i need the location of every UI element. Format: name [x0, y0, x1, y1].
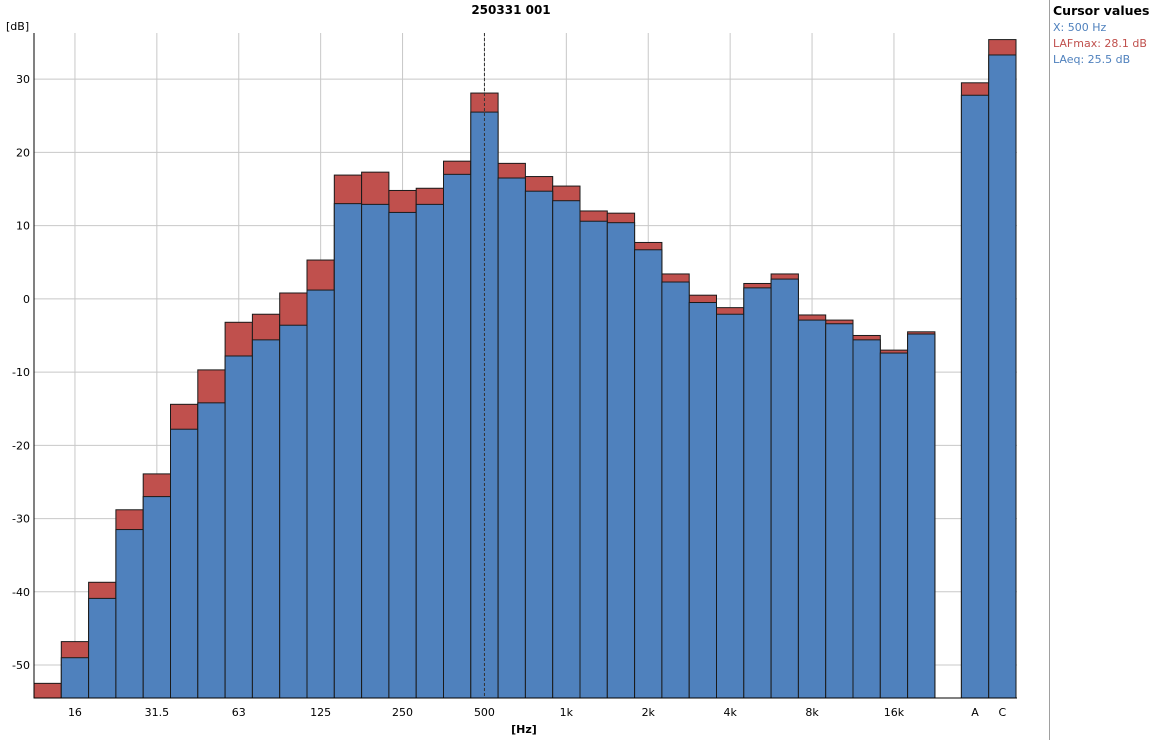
y-axis-label: [dB] — [6, 20, 29, 33]
laeq-bar-3.15k — [688, 302, 718, 699]
y-tick-label: 0 — [23, 293, 30, 306]
x-tick-label: A — [971, 706, 979, 719]
laeq-bar-4k — [716, 313, 745, 699]
y-axis-ticks: 30 20 10 0 -10 -20 -30 -40 -50 — [12, 73, 30, 672]
y-tick-label: 30 — [16, 73, 30, 86]
laeq-bar-315 — [415, 203, 445, 699]
laeq-bar-12.5k — [852, 339, 881, 699]
laeq-bar-400 — [443, 173, 472, 699]
cursor-laeq-value: LAeq: 25.5 dB — [1053, 53, 1131, 66]
x-axis-label: [Hz] — [511, 723, 537, 736]
x-tick-label: 500 — [474, 706, 495, 719]
y-tick-label: -50 — [12, 659, 30, 672]
cursor-lafmax-value: LAFmax: 28.1 dB — [1053, 37, 1147, 50]
laeq-bar-16 — [60, 657, 90, 699]
bar-series — [33, 39, 1017, 699]
laeq-bar-31.5 — [142, 496, 171, 699]
laeq-bar-20 — [88, 597, 117, 699]
laeq-bar-16k — [879, 352, 909, 699]
y-tick-label: -20 — [12, 439, 30, 452]
y-tick-label: 10 — [16, 220, 30, 233]
x-tick-label: 1k — [560, 706, 574, 719]
laeq-bar-2k — [634, 249, 663, 699]
laeq-bar-8k — [797, 319, 827, 699]
x-tick-label: 8k — [805, 706, 819, 719]
laeq-bar-800 — [524, 190, 554, 699]
x-tick-label: 31.5 — [145, 706, 170, 719]
y-tick-label: -10 — [12, 366, 30, 379]
laeq-bar-1.25k — [579, 220, 608, 699]
cursor-values-title: Cursor values — [1053, 3, 1150, 18]
laeq-bar-200 — [361, 203, 390, 699]
laeq-bar-20k — [907, 333, 936, 699]
laeq-bar-50 — [197, 402, 226, 699]
y-tick-label: -30 — [12, 513, 30, 526]
laeq-bar-1.6k — [606, 222, 636, 699]
laeq-bar-100 — [279, 324, 308, 699]
lafmax-bar-12.5 — [33, 682, 62, 699]
laeq-bar-2.5k — [661, 281, 690, 699]
x-tick-label: 16 — [68, 706, 82, 719]
laeq-bar-63 — [224, 355, 253, 699]
x-tick-label: C — [999, 706, 1007, 719]
laeq-bar-A — [960, 94, 990, 699]
x-tick-label: 4k — [723, 706, 737, 719]
laeq-bar-6.3k — [770, 278, 799, 699]
laeq-bar-630 — [497, 177, 526, 699]
laeq-bar-5k — [743, 287, 772, 699]
x-tick-label: 250 — [392, 706, 413, 719]
laeq-bar-10k — [825, 323, 854, 699]
chart-title: 250331 001 — [471, 3, 550, 17]
laeq-bar-40 — [170, 428, 199, 699]
laeq-bar-1k — [552, 200, 581, 699]
x-tick-label: 16k — [884, 706, 905, 719]
x-tick-label: 2k — [642, 706, 656, 719]
y-tick-label: -40 — [12, 586, 30, 599]
plot-frame — [33, 33, 1017, 699]
cursor-x-value: X: 500 Hz — [1053, 21, 1107, 34]
x-tick-label: 63 — [232, 706, 246, 719]
x-axis-ticks: 16 31.5 63 125 250 500 1k 2k 4k 8k 16k A C — [68, 706, 1007, 719]
y-tick-label: 20 — [16, 146, 30, 159]
laeq-bar-125 — [306, 289, 335, 699]
laeq-bar-C — [988, 54, 1017, 699]
x-tick-label: 125 — [310, 706, 331, 719]
laeq-bar-160 — [333, 203, 363, 699]
laeq-bar-250 — [388, 211, 417, 699]
laeq-bar-80 — [251, 339, 281, 699]
laeq-bar-25 — [115, 529, 144, 699]
cursor-values-panel: Cursor values X: 500 Hz LAFmax: 28.1 dB … — [1049, 0, 1153, 740]
